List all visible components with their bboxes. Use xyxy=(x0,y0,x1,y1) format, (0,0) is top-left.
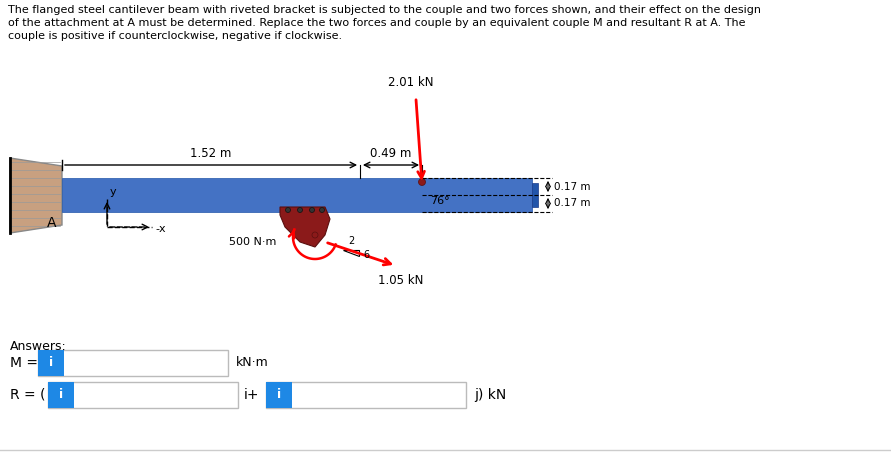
Text: A: A xyxy=(47,216,57,230)
Text: The flanged steel cantilever beam with riveted bracket is subjected to the coupl: The flanged steel cantilever beam with r… xyxy=(8,5,761,42)
Polygon shape xyxy=(10,158,62,233)
Text: kN·m: kN·m xyxy=(236,356,269,370)
Bar xyxy=(38,350,228,376)
Polygon shape xyxy=(343,250,359,256)
Polygon shape xyxy=(280,207,330,247)
Bar xyxy=(266,382,292,408)
Text: 2: 2 xyxy=(347,236,354,246)
Text: 76°: 76° xyxy=(430,196,450,206)
Text: R = (: R = ( xyxy=(10,388,45,402)
Circle shape xyxy=(285,207,290,213)
Circle shape xyxy=(309,207,315,213)
Text: 6: 6 xyxy=(363,250,369,260)
Text: 500 N·m: 500 N·m xyxy=(229,237,277,247)
Text: i: i xyxy=(59,388,63,402)
Bar xyxy=(62,178,532,212)
Text: 0.17 m: 0.17 m xyxy=(554,198,591,208)
Text: y: y xyxy=(110,187,117,197)
Text: -x: -x xyxy=(155,224,166,234)
Text: i: i xyxy=(277,388,281,402)
Bar xyxy=(532,183,538,207)
Text: 0.49 m: 0.49 m xyxy=(371,147,412,160)
Circle shape xyxy=(312,232,318,238)
Text: i+: i+ xyxy=(244,388,259,402)
Bar xyxy=(48,382,74,408)
Text: 2.01 kN: 2.01 kN xyxy=(388,76,434,89)
Text: Answers:: Answers: xyxy=(10,340,67,353)
Text: 1.52 m: 1.52 m xyxy=(191,147,232,160)
Text: j) kN: j) kN xyxy=(474,388,506,402)
Text: 0.17 m: 0.17 m xyxy=(554,181,591,191)
Bar xyxy=(38,350,64,376)
Bar xyxy=(48,382,238,408)
Text: M =: M = xyxy=(10,356,38,370)
Circle shape xyxy=(419,179,426,186)
Text: 1.05 kN: 1.05 kN xyxy=(379,274,424,287)
Bar xyxy=(266,382,466,408)
Circle shape xyxy=(320,207,324,213)
Text: i: i xyxy=(49,356,53,370)
Circle shape xyxy=(298,207,303,213)
